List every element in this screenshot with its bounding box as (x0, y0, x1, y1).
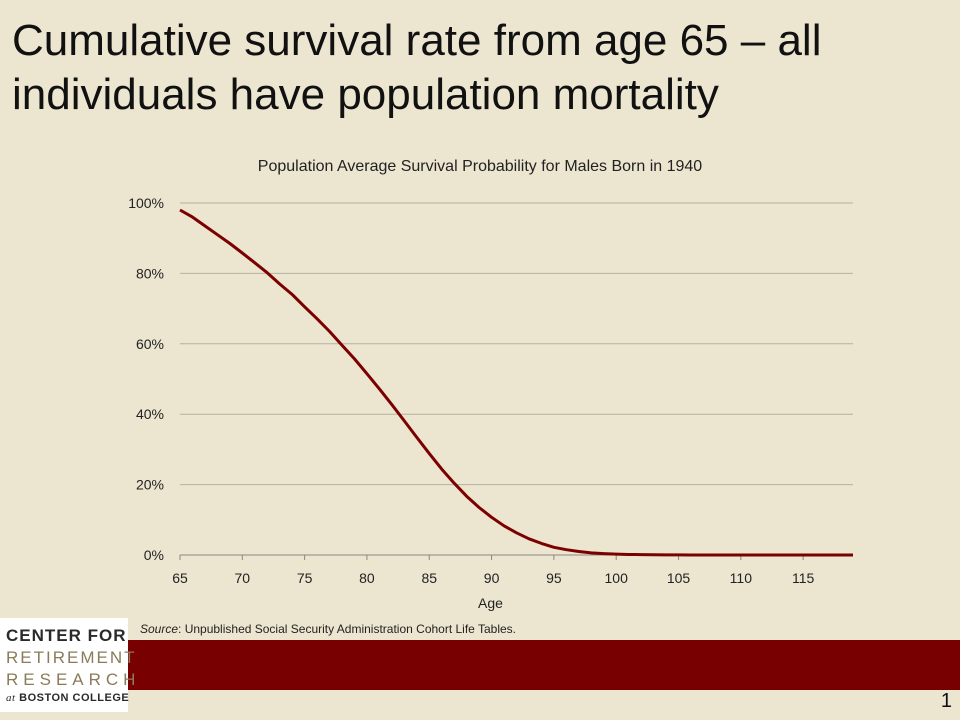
x-tick-label: 95 (546, 570, 562, 586)
source-prefix: Source (140, 622, 179, 636)
x-tick-label: 90 (484, 570, 500, 586)
logo-line-4: at BOSTON COLLEGE (6, 692, 129, 704)
x-tick-label: 115 (792, 570, 815, 586)
y-tick-label: 60% (136, 336, 164, 352)
x-tick-label: 100 (605, 570, 629, 586)
x-tick-label: 85 (421, 570, 437, 586)
source-note: Source: Unpublished Social Security Admi… (140, 622, 516, 636)
footer-bar (126, 640, 960, 690)
y-tick-label: 80% (136, 265, 164, 281)
x-tick-label: 105 (667, 570, 691, 586)
x-tick-label: 70 (235, 570, 251, 586)
x-tick-label: 110 (730, 570, 753, 586)
logo-line-2: RETIREMENT (6, 648, 137, 667)
crr-logo: CENTER FOR RETIREMENT RESEARCH at BOSTON… (0, 618, 135, 712)
y-tick-label: 20% (136, 477, 164, 493)
page-number: 1 (940, 690, 952, 712)
logo-line-1: CENTER FOR (6, 626, 127, 645)
y-tick-label: 0% (144, 547, 164, 563)
grid-lines (180, 202, 853, 486)
x-tick-label: 65 (172, 570, 188, 586)
x-tick-label: 75 (297, 570, 313, 586)
chart-title: Population Average Survival Probability … (257, 158, 703, 175)
logo-line-3: RESEARCH (6, 670, 141, 689)
x-axis-label: Age (478, 595, 503, 611)
x-tick-label: 80 (359, 570, 375, 586)
x-tick-labels: 65 70 75 80 85 90 95 100 105 110 115 (172, 555, 815, 586)
survival-chart: 0% 20% 40% 60% 80% 100% 65 70 75 80 85 90 95 100 105 1… (128, 195, 853, 611)
slide-title: Cumulative survival rate from age 65 – a… (12, 16, 822, 119)
survival-series-line (179, 208, 853, 557)
source-text: : Unpublished Social Security Administra… (178, 622, 516, 636)
logo-at: at (6, 692, 16, 704)
logo-line-4-text: BOSTON COLLEGE (19, 692, 130, 704)
y-tick-labels: 0% 20% 40% 60% 80% 100% (128, 195, 164, 563)
y-tick-label: 100% (128, 195, 164, 211)
y-tick-label: 40% (136, 406, 164, 422)
